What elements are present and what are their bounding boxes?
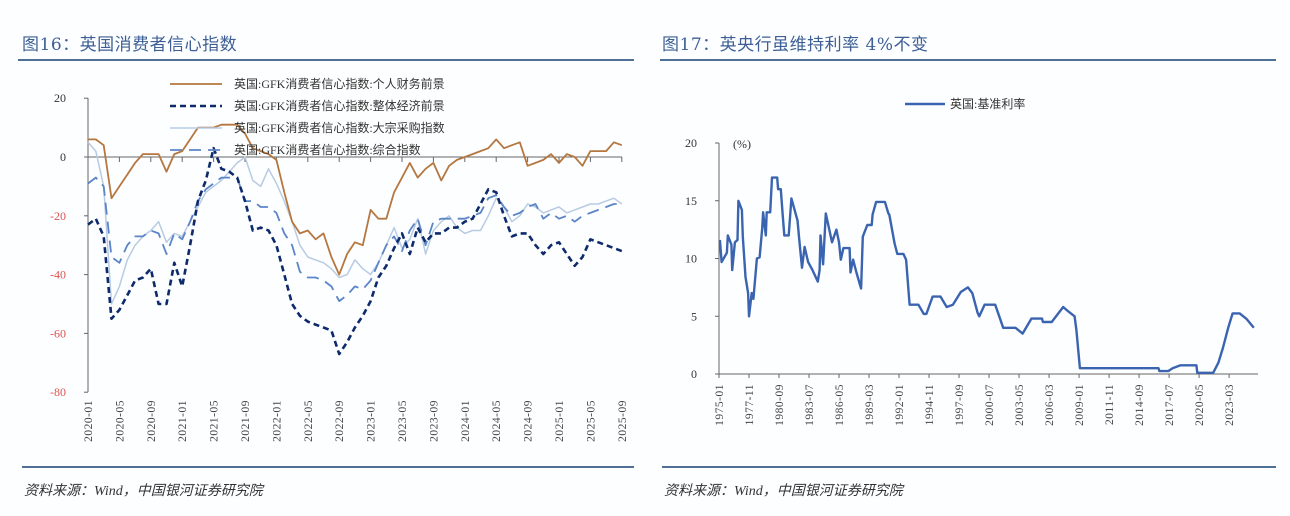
right-x-tick-label: 2003-05 [1014,384,1026,426]
left-source-note: 资料来源：Wind，中国银河证券研究院 [24,484,263,499]
right-x-tick-label: 1997-09 [954,384,966,426]
right-x-tick-label: 1975-01 [714,384,726,426]
left-x-tick-label: 2024-09 [523,400,535,442]
left-title-divider [18,59,634,61]
left-legend-label: 英国:GFK消费者信心指数:个人财务前景 [234,76,445,91]
left-y-tick-label: -80 [50,385,66,399]
left-x-tick-label: 2025-05 [585,400,597,442]
left-x-tick-label: 2020-01 [83,400,95,442]
left-x-tick-label: 2021-01 [177,400,189,442]
left-y-tick-label: 0 [60,150,66,164]
right-x-tick-label: 2009-01 [1074,384,1086,426]
right-legend-label: 英国:基准利率 [950,96,1025,111]
left-x-tick-label: 2020-09 [146,400,158,442]
right-x-tick-label: 2014-09 [1134,384,1146,426]
left-x-tick-label: 2021-09 [240,400,252,442]
left-legend-label: 英国:GFK消费者信心指数:综合指数 [234,142,421,157]
right-x-tick-label: 2011-11 [1104,384,1116,425]
left-chart-title: 图16：英国消费者信心指数 [22,35,238,55]
right-x-tick-label: 1980-09 [774,384,786,426]
right-y-tick-label: 0 [691,367,697,381]
right-x-tick-label: 2023-03 [1224,384,1236,426]
left-x-tick-label: 2022-09 [334,400,346,442]
right-x-tick-label: 2017-07 [1164,384,1176,426]
right-series-line [718,176,1255,374]
left-legend-label: 英国:GFK消费者信心指数:整体经济前景 [234,98,445,113]
left-y-tick-label: -60 [50,326,66,340]
right-y-tick-label: 10 [685,252,697,266]
left-x-tick-label: 2023-01 [366,400,378,442]
right-unit-label: (%) [733,137,751,151]
right-x-tick-label: 1994-11 [924,384,936,425]
right-x-tick-label: 2006-03 [1044,384,1056,426]
left-x-tick-label: 2025-09 [617,400,629,442]
left-x-tick-label: 2024-05 [491,400,503,442]
right-y-tick-label: 20 [685,136,697,150]
right-chart-title: 图17：英央行虽维持利率 4%不变 [662,35,929,55]
left-series-line-2 [87,141,623,305]
right-x-tick-label: 2020-05 [1194,384,1206,426]
left-x-tick-label: 2025-01 [554,400,566,442]
right-source-note: 资料来源：Wind，中国银河证券研究院 [664,484,903,499]
right-source-divider [662,466,1276,468]
right-x-tick-label: 1989-03 [864,384,876,426]
left-source-divider [22,466,634,468]
left-x-tick-label: 2022-05 [303,400,315,442]
right-title-divider [660,59,1276,61]
left-legend-label: 英国:GFK消费者信心指数:大宗采购指数 [234,120,445,135]
right-x-tick-label: 1986-05 [834,384,846,426]
right-x-tick-label: 2000-07 [984,384,996,426]
right-y-tick-label: 5 [691,309,697,323]
left-y-tick-label: -20 [50,209,66,223]
left-x-tick-label: 2023-05 [397,400,409,442]
left-x-tick-label: 2022-01 [271,400,283,442]
right-x-tick-label: 1983-07 [804,384,816,426]
left-series-line-0 [88,123,623,276]
left-y-tick-label: -40 [50,268,66,282]
left-x-tick-label: 2023-09 [428,400,440,442]
left-series-line-3 [87,176,622,303]
right-x-tick-label: 1977-11 [744,384,756,425]
right-x-tick-label: 1992-01 [894,384,906,426]
left-x-tick-label: 2024-01 [460,400,472,442]
right-y-tick-label: 15 [685,194,697,208]
left-x-tick-label: 2021-05 [209,400,221,442]
left-x-tick-label: 2020-05 [114,400,126,442]
left-y-tick-label: 20 [54,91,66,105]
left-series-line-1 [87,146,623,356]
